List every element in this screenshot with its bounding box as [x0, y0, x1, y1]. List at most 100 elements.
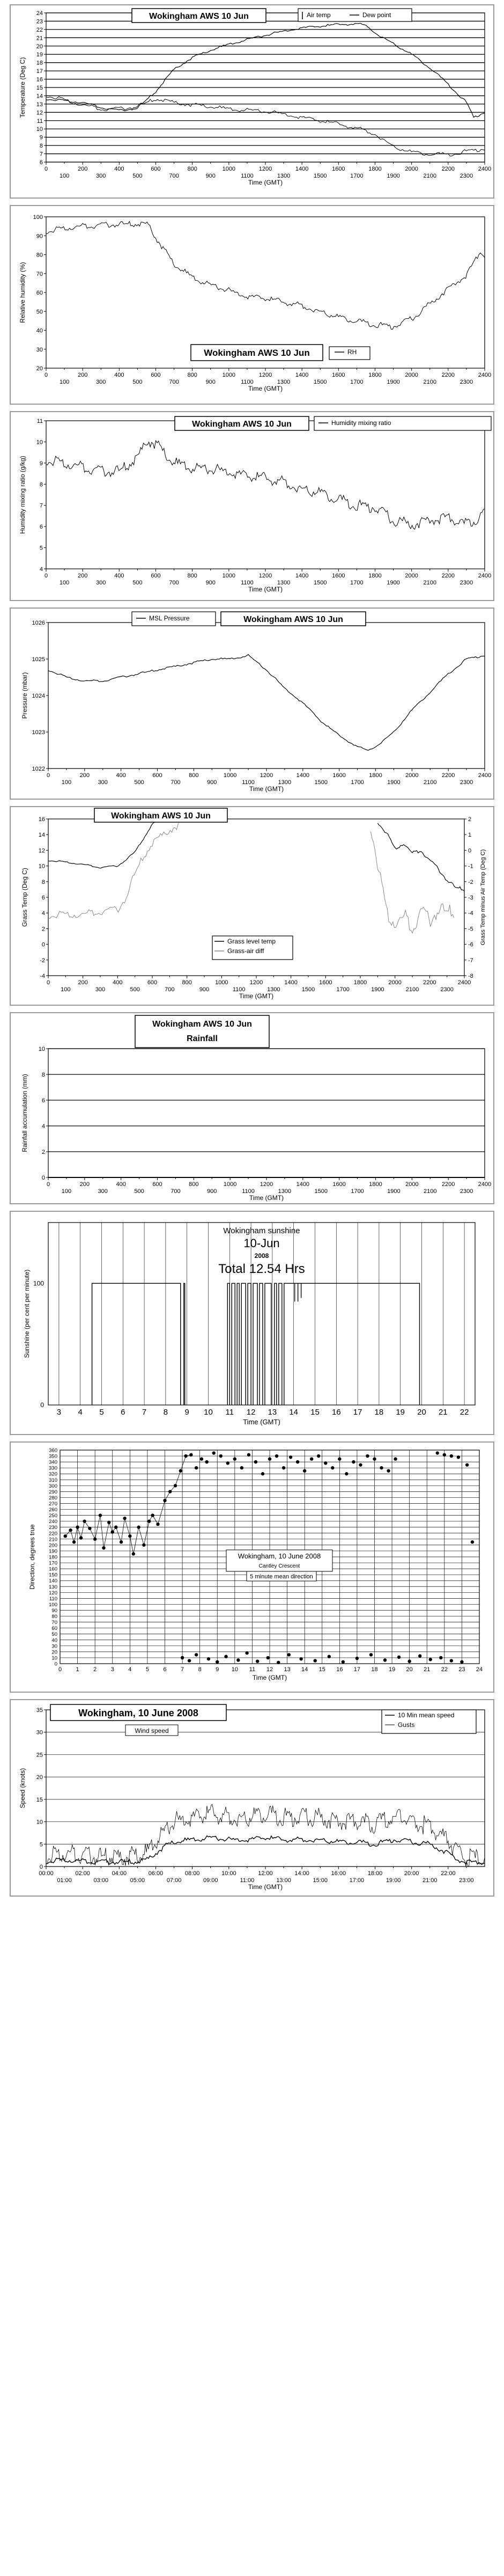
x-tick-label: 800 — [187, 573, 197, 579]
y-tick-label: 130 — [49, 1584, 57, 1590]
x-tick-label: 1300 — [278, 1188, 291, 1195]
chart-title: Wokingham, 10 June 2008 — [238, 1552, 321, 1560]
x-tick-label: 600 — [152, 772, 162, 779]
x-tick-label: 2000 — [405, 573, 418, 579]
title-box — [50, 1704, 227, 1721]
x-tick-label: 5 — [146, 1666, 149, 1673]
chart-title: Wokingham, 10 June 2008 — [78, 1708, 198, 1718]
x-tick-label: 100 — [60, 580, 69, 586]
y-tick-label: 40 — [36, 328, 43, 334]
pressure-chart: 1022 1023 1024 1025 1026 0 200 400 600 800 1000 120… — [21, 611, 491, 793]
y-tick-label: 2 — [42, 926, 45, 932]
direction-point — [142, 1543, 146, 1547]
x-tick-label: 1700 — [350, 379, 363, 385]
x-tick-label: 1100 — [241, 379, 254, 385]
direction-point — [313, 1659, 317, 1663]
y-tick-label: 230 — [49, 1525, 57, 1531]
x-tick-label: 1500 — [315, 1188, 328, 1195]
x-tick-label: 1900 — [387, 173, 399, 179]
y-tick-label: 17 — [36, 68, 43, 75]
chart-subtitle: Rainfall — [187, 1034, 218, 1043]
y2-tick-label: -2 — [468, 879, 473, 885]
plot-area — [48, 1048, 485, 1178]
x-tick-label: 2200 — [442, 573, 455, 579]
x-tick-label: 2300 — [460, 379, 473, 385]
x-tick-label: 1200 — [259, 372, 272, 378]
x-tick-label: 1300 — [277, 379, 290, 385]
x-tick-label: 16:00 — [331, 1870, 346, 1877]
x-tick-label: 200 — [78, 166, 87, 172]
direction-point — [295, 1460, 300, 1464]
x-tick-label: 2000 — [405, 372, 418, 378]
x-tick-label: 00:00 — [39, 1870, 54, 1877]
x-axis-label: Time (GMT) — [243, 1418, 280, 1426]
direction-point — [151, 1513, 154, 1517]
x-tick-label: 1800 — [369, 772, 382, 779]
x-tick-label: 15 — [319, 1666, 325, 1673]
x-tick-label: 400 — [116, 772, 125, 779]
rainfall-panel: 0 2 4 6 8 10 0 200 400 600 800 1000 1200 1400 1600 1800… — [10, 1012, 494, 1204]
y-tick-label: 18 — [36, 60, 43, 67]
direction-point — [98, 1513, 102, 1517]
direction-point — [428, 1658, 432, 1662]
y-tick-label: 10 — [39, 863, 45, 870]
x-tick-label: 700 — [169, 173, 179, 179]
x-tick-label: 800 — [189, 1181, 198, 1188]
pressure-line — [48, 654, 485, 751]
y-tick-label: 90 — [51, 1608, 57, 1614]
x-tick-label: 2200 — [442, 166, 455, 172]
x-tick-label: 0 — [45, 166, 48, 172]
x-tick-label: 1600 — [332, 772, 345, 779]
y-tick-label: 20 — [51, 1649, 57, 1655]
x-tick-label: 2300 — [460, 173, 473, 179]
x-tick-label: 2000 — [405, 1181, 418, 1188]
y-tick-label: 12 — [36, 109, 43, 116]
direction-point — [299, 1657, 303, 1661]
y-tick-label: 7 — [40, 503, 43, 509]
plot-area — [46, 216, 485, 369]
direction-point — [288, 1455, 293, 1459]
mixing-ratio-chart: 4 5 6 7 8 9 10 11 0 200 400 600 800 1000 1200 1400 1600 1… — [19, 416, 492, 593]
direction-point — [123, 1516, 127, 1520]
y-tick-label: 190 — [49, 1548, 57, 1554]
x-tick-label: 03:00 — [93, 1877, 108, 1884]
x-tick-label: 2300 — [460, 580, 473, 586]
x-tick-label: 700 — [171, 779, 180, 786]
x-axis-label: Time (GMT) — [249, 1194, 284, 1202]
x-tick-label: 100 — [62, 1188, 71, 1195]
title-box — [220, 611, 366, 626]
direction-point — [119, 1540, 123, 1544]
y-axis-label: Pressure (mbar) — [21, 672, 28, 719]
y-axis-label: Grass Temp (Deg C) — [21, 868, 28, 927]
mixing-ratio-line — [46, 440, 485, 530]
legend-label: 10 Min mean speed — [398, 1711, 454, 1719]
x-axis-label: Time (GMT) — [239, 992, 273, 1000]
x-tick-label: 13 — [284, 1666, 290, 1673]
direction-point — [224, 1655, 228, 1658]
direction-point — [359, 1463, 362, 1467]
x-axis-label: Time (GMT) — [253, 1674, 287, 1681]
x-tick-label: 300 — [96, 580, 106, 586]
direction-point — [465, 1463, 469, 1467]
x-tick-label: 1600 — [319, 979, 332, 986]
x-tick-label: 1900 — [387, 580, 399, 586]
x-tick-label: 400 — [114, 573, 124, 579]
x-tick-label: 1600 — [332, 166, 345, 172]
direction-point — [137, 1525, 140, 1529]
x-tick-label: 1200 — [250, 979, 263, 986]
direction-point — [449, 1454, 454, 1458]
x-tick-label: 1000 — [223, 166, 235, 172]
direction-point — [418, 1654, 422, 1658]
direction-point — [456, 1455, 461, 1459]
y-tick-label: 30 — [36, 1730, 43, 1736]
chart-note: 5 minute mean direction — [250, 1574, 313, 1580]
y-tick-label: 11 — [37, 418, 43, 425]
x-tick-label: 19:00 — [386, 1877, 401, 1884]
x-tick-label: 9 — [185, 1408, 189, 1417]
direction-point — [194, 1653, 198, 1657]
title-box — [135, 1015, 270, 1048]
x-tick-label: 400 — [114, 372, 124, 378]
direction-point — [383, 1658, 387, 1662]
direction-point — [261, 1472, 265, 1476]
